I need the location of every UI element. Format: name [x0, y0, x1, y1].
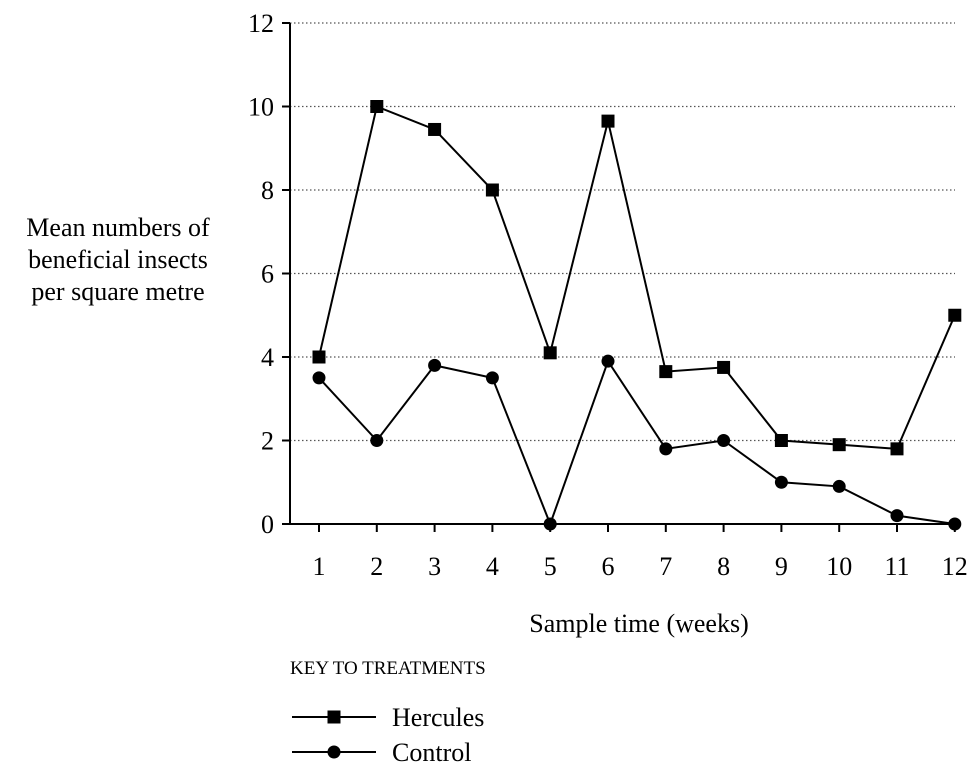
data-point-hercules-1: [312, 350, 326, 364]
x-tick-label-3: 3: [428, 552, 441, 581]
series-control: [312, 354, 962, 531]
data-point-control-2: [370, 434, 384, 447]
data-point-hercules-5: [543, 346, 557, 360]
legend-items: Hercules Control: [292, 703, 484, 767]
y-tick-label-2: 2: [261, 427, 274, 456]
legend-title: KEY TO TREATMENTS: [290, 658, 486, 679]
x-tick-label-6: 6: [602, 552, 615, 581]
data-point-control-9: [774, 475, 788, 489]
x-axis-ticks: 1 2 3 4 5 6 7 8 9 10 11 12: [313, 524, 968, 581]
grid-lines: [290, 22, 955, 442]
x-tick-label-10: 10: [826, 552, 852, 581]
y-axis-title-line-3: per square metre: [31, 277, 204, 306]
data-point-hercules-8: [717, 360, 731, 374]
x-tick-label-11: 11: [884, 552, 909, 581]
data-point-hercules-4: [485, 183, 499, 197]
data-point-control-10: [832, 479, 846, 493]
series-line-control: [318, 358, 955, 527]
y-tick-label-0: 0: [261, 510, 274, 539]
data-point-control-1: [312, 371, 326, 385]
data-point-hercules-3: [428, 122, 442, 136]
data-point-hercules-2: [370, 100, 384, 113]
legend-marker-hercules: [327, 710, 341, 724]
y-tick-label-10: 10: [248, 93, 274, 122]
data-point-hercules-12: [948, 308, 962, 322]
data-point-control-7: [659, 442, 673, 456]
x-tick-label-4: 4: [486, 552, 499, 581]
y-axis-title: Mean numbers of beneficial insects per s…: [26, 213, 210, 306]
x-tick-label-2: 2: [370, 552, 383, 581]
y-tick-label-8: 8: [261, 176, 274, 205]
y-tick-label-4: 4: [261, 343, 274, 372]
y-tick-label-12: 12: [248, 9, 274, 38]
y-axis-title-line-2: beneficial insects: [28, 245, 208, 274]
data-point-control-3: [428, 358, 442, 372]
data-point-hercules-9: [774, 434, 788, 447]
legend-label-hercules: Hercules: [392, 703, 484, 732]
series-layer: [312, 100, 962, 531]
data-point-control-8: [717, 434, 731, 447]
data-point-control-4: [485, 371, 499, 385]
y-axis-title-line-1: Mean numbers of: [26, 213, 210, 242]
data-point-control-6: [601, 354, 615, 368]
x-tick-label-5: 5: [544, 552, 557, 581]
legend-label-control: Control: [392, 738, 471, 767]
y-axis-ticks: 0 2 4 6 8 10 12: [248, 9, 290, 539]
x-axis-title: Sample time (weeks): [529, 609, 749, 638]
data-point-hercules-7: [659, 365, 673, 379]
data-point-control-11: [890, 509, 904, 523]
data-point-control-5: [543, 517, 557, 531]
series-hercules: [312, 100, 962, 456]
data-point-control-12: [948, 517, 962, 531]
data-point-hercules-10: [832, 438, 846, 452]
x-tick-label-12: 12: [942, 552, 968, 581]
data-point-hercules-11: [890, 442, 904, 456]
x-tick-label-8: 8: [717, 552, 730, 581]
legend: KEY TO TREATMENTS Hercules Control: [290, 658, 486, 767]
y-tick-label-6: 6: [261, 260, 274, 289]
data-point-hercules-6: [601, 114, 615, 128]
legend-item-hercules: Hercules: [292, 703, 484, 732]
series-line-hercules: [318, 105, 956, 450]
x-tick-label-1: 1: [313, 552, 326, 581]
legend-marker-control: [327, 745, 341, 759]
legend-item-control: Control: [292, 738, 471, 767]
x-tick-label-7: 7: [659, 552, 672, 581]
x-tick-label-9: 9: [775, 552, 788, 581]
